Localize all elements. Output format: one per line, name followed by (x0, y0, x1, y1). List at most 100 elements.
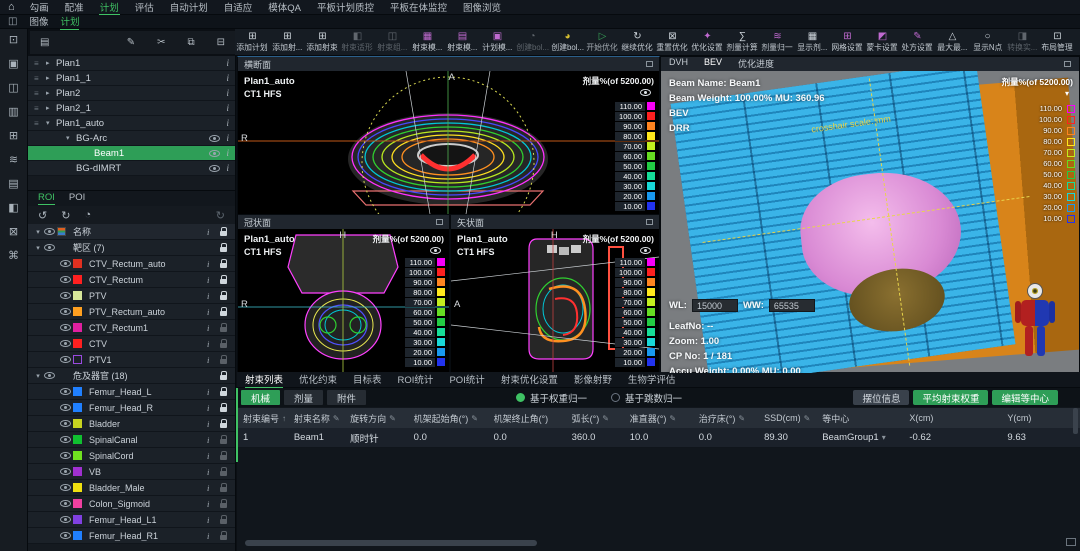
visibility-eye-icon[interactable] (209, 164, 221, 172)
visibility-eye-icon[interactable] (60, 276, 71, 283)
cut-icon[interactable]: ✂ (157, 37, 166, 48)
visibility-eye-icon[interactable] (60, 484, 71, 491)
delete-icon[interactable]: ⊟ (216, 37, 225, 48)
visibility-eye-icon[interactable] (44, 244, 55, 251)
col-couch[interactable]: 治疗床(°) ✎ (698, 413, 746, 424)
roi-color-swatch[interactable] (57, 243, 66, 252)
roi-header-row[interactable]: ▾ 名称 i (28, 224, 235, 240)
bev-panel-tab[interactable]: 优化进度 (738, 58, 775, 69)
lock-icon[interactable] (220, 354, 227, 364)
roi-color-swatch[interactable] (73, 291, 82, 300)
horizontal-scrollbar[interactable] (245, 540, 537, 546)
lock-icon[interactable] (220, 450, 227, 460)
beam-action-button[interactable]: 编辑等中心 (992, 390, 1058, 405)
visibility-eye-icon[interactable] (60, 340, 71, 347)
edit-icon[interactable]: ✎ (471, 413, 478, 423)
roi-color-swatch[interactable] (73, 531, 82, 540)
toolbar-button[interactable]: ≋ 剂量归一 (760, 29, 795, 55)
sagittal-canvas[interactable]: Plan1_auto CT1 HFS 剂量%(of 5200.00) H A 11… (451, 229, 659, 372)
rail-tool-icon[interactable]: ⌘ (8, 250, 19, 262)
roi-row[interactable]: Femur_Head_L1 i (28, 512, 235, 528)
lock-icon[interactable] (220, 514, 227, 524)
col-beam-no[interactable]: 射束编号 ↑ (243, 413, 287, 424)
bottom-tab[interactable]: 优化约束 (299, 374, 338, 386)
visibility-eye-icon[interactable] (44, 228, 55, 235)
visibility-eye-icon[interactable] (209, 149, 221, 157)
lock-icon[interactable] (220, 226, 227, 236)
menu-item[interactable]: 平板计划质控 (316, 3, 374, 14)
drag-handle-icon[interactable]: ≡ (34, 118, 39, 128)
toolbar-button[interactable]: ⊞ 添加射束 (305, 29, 340, 55)
expand-arrow-icon[interactable]: ▾ (66, 135, 70, 142)
roi-color-swatch[interactable] (73, 259, 82, 268)
color-swatch[interactable] (57, 227, 66, 236)
plan-list-icon[interactable]: ▤ (40, 37, 50, 48)
lock-icon[interactable] (220, 418, 227, 428)
lock-icon[interactable] (220, 306, 227, 316)
visibility-eye-icon[interactable] (60, 436, 71, 443)
toolbar-button[interactable]: ⊠ 重置优化 (655, 29, 690, 55)
home-icon[interactable]: ⌂ (8, 0, 15, 13)
maximize-icon[interactable] (646, 219, 653, 225)
roi-color-swatch[interactable] (73, 435, 82, 444)
toolbar-button[interactable]: ▦ 显示剂... (795, 29, 830, 55)
edit-icon[interactable]: ✎ (332, 413, 340, 423)
toolbar-button[interactable]: ↻ 继续优化 (620, 29, 655, 55)
info-icon[interactable]: i (207, 338, 210, 349)
visibility-eye-icon[interactable] (60, 292, 71, 299)
info-icon[interactable]: i (207, 482, 210, 493)
col-y[interactable]: Y(cm) (1007, 413, 1032, 423)
roi-color-swatch[interactable] (57, 371, 66, 380)
expand-arrow-icon[interactable]: ▸ (46, 75, 50, 82)
menu-item[interactable]: 图像浏览 (463, 3, 502, 14)
collapse-chevron-icon[interactable]: ▾ (1064, 89, 1069, 98)
roi-poi-tab[interactable]: ROI (38, 192, 55, 205)
roi-color-swatch[interactable] (73, 483, 82, 492)
normalization-radio[interactable]: 基于跳数归一 (611, 391, 682, 405)
plan-tree-row[interactable]: Beam1 i (28, 146, 235, 161)
bottom-tab[interactable]: 目标表 (353, 374, 382, 386)
dose-visibility-eye-icon[interactable] (430, 247, 441, 254)
info-icon[interactable]: i (207, 226, 210, 237)
roi-redo-icon[interactable]: ↻ (61, 209, 71, 222)
info-icon[interactable]: i (207, 274, 210, 285)
lock-icon[interactable] (220, 386, 227, 396)
lock-icon[interactable] (220, 290, 227, 300)
info-icon[interactable]: i (207, 434, 210, 445)
collapse-arrow-icon[interactable]: ▾ (36, 372, 40, 380)
info-icon[interactable]: i (207, 322, 210, 333)
maximize-icon[interactable] (1064, 61, 1071, 67)
toolbar-button[interactable]: ◔ 创建bol... (515, 29, 550, 55)
roi-color-swatch[interactable] (73, 451, 82, 460)
drag-handle-icon[interactable]: ≡ (34, 103, 39, 113)
drag-handle-icon[interactable]: ≡ (34, 88, 39, 98)
menu-item[interactable]: 评估 (134, 3, 154, 14)
plan-tree-row[interactable]: ≡ ▸ Plan2 i (28, 86, 235, 101)
toolbar-button[interactable]: ▣ 计划模... (480, 29, 515, 55)
visibility-eye-icon[interactable] (60, 500, 71, 507)
rail-tool-icon[interactable]: ⊡ (8, 34, 19, 46)
roi-row[interactable]: PTV1 i (28, 352, 235, 368)
bev-3d-scene[interactable]: crosshair scale: mm Beam Name: Beam1 Bea… (661, 71, 1079, 373)
normalization-radio[interactable]: 基于权重归一 (516, 391, 587, 405)
roi-color-swatch[interactable] (73, 355, 82, 364)
coronal-titlebar[interactable]: 冠状面 (238, 215, 449, 229)
menu-item[interactable]: 计划 (98, 0, 120, 15)
plan-tree-row[interactable]: BG-dIMRT i (28, 161, 235, 176)
roi-color-swatch[interactable] (73, 515, 82, 524)
info-icon[interactable]: i (226, 163, 229, 173)
transverse-canvas[interactable]: Plan1_auto CT1 HFS 剂量%(of 5200.00) A R 11… (238, 71, 659, 214)
menu-item[interactable]: 平板在体监控 (390, 3, 448, 14)
visibility-eye-icon[interactable] (60, 324, 71, 331)
toolbar-button[interactable]: ◫ 射束组... (375, 29, 410, 55)
info-icon[interactable]: i (207, 386, 210, 397)
roi-row[interactable]: ▾ 靶区 (7) (28, 240, 235, 256)
visibility-eye-icon[interactable] (60, 356, 71, 363)
col-gantry-start[interactable]: 机架起始角(°) ✎ (413, 413, 478, 424)
toolbar-button[interactable]: ▤ 射束模... (445, 29, 480, 55)
maximize-icon[interactable] (646, 61, 653, 67)
info-icon[interactable]: i (207, 450, 210, 461)
visibility-eye-icon[interactable] (60, 404, 71, 411)
lock-icon[interactable] (220, 402, 227, 412)
info-icon[interactable]: i (207, 418, 210, 429)
